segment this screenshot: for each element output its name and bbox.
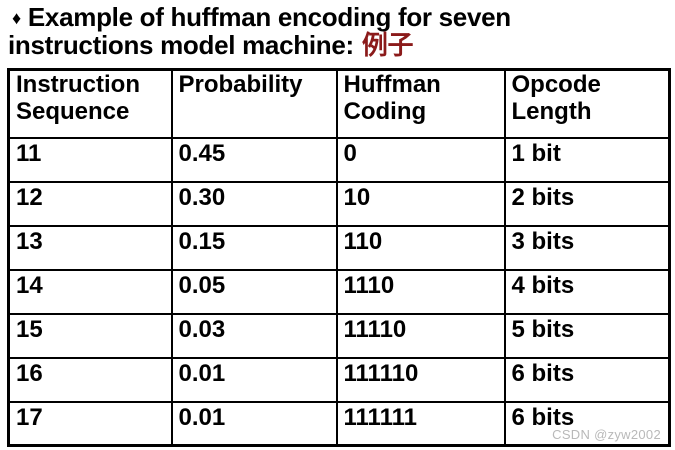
table-cell: 10 bbox=[335, 180, 506, 227]
table-row: 15 0.03 11110 5 bits bbox=[7, 312, 671, 359]
table-cell: 0.45 bbox=[170, 136, 338, 183]
table-cell: 15 bbox=[7, 312, 173, 359]
table-cell: 1 bit bbox=[503, 136, 671, 183]
table-row: 16 0.01 111110 6 bits bbox=[7, 356, 671, 403]
table-row: 11 0.45 0 1 bit bbox=[7, 136, 671, 183]
table-cell: 11 bbox=[7, 136, 173, 183]
table-cell: 6 bits bbox=[503, 356, 671, 403]
column-header: Opcode Length bbox=[503, 68, 671, 139]
table-cell: 0.01 bbox=[170, 400, 338, 447]
table-cell: 12 bbox=[7, 180, 173, 227]
title-line-2: instructions model machine: 例子 bbox=[8, 31, 668, 59]
table-cell: 0.05 bbox=[170, 268, 338, 315]
title-text-1: Example of huffman encoding for seven bbox=[27, 2, 511, 32]
table-cell: 5 bits bbox=[503, 312, 671, 359]
table-cell: 17 bbox=[7, 400, 173, 447]
table-cell: 0.03 bbox=[170, 312, 338, 359]
table-cell: 0.30 bbox=[170, 180, 338, 227]
table-cell: 14 bbox=[7, 268, 173, 315]
slide-title: ♦ Example of huffman encoding for seven i… bbox=[8, 3, 668, 59]
table-cell: 13 bbox=[7, 224, 173, 271]
table-cell: 6 bits bbox=[503, 400, 671, 447]
title-line-1: ♦ Example of huffman encoding for seven bbox=[8, 3, 668, 31]
table-cell: 1110 bbox=[335, 268, 506, 315]
column-header: Huffman Coding bbox=[335, 68, 506, 139]
table-header-row: Instruction Sequence Probability Huffman C… bbox=[7, 68, 671, 139]
table-cell: 110 bbox=[335, 224, 506, 271]
table-cell: 0.01 bbox=[170, 356, 338, 403]
table-row: 14 0.05 1110 4 bits bbox=[7, 268, 671, 315]
table-cell: 0 bbox=[335, 136, 506, 183]
table-cell: 3 bits bbox=[503, 224, 671, 271]
table-cell: 11110 bbox=[335, 312, 506, 359]
title-highlight-chinese: 例子 bbox=[361, 30, 414, 61]
title-text-2: instructions model machine: bbox=[8, 30, 354, 61]
table-row: 12 0.30 10 2 bits bbox=[7, 180, 671, 227]
csdn-watermark: CSDN @zyw2002 bbox=[552, 427, 661, 442]
table-cell: 111111 bbox=[335, 400, 506, 447]
table-cell: 2 bits bbox=[503, 180, 671, 227]
column-header: Instruction Sequence bbox=[7, 68, 173, 139]
table-row: 13 0.15 110 3 bits bbox=[7, 224, 671, 271]
table-cell: 4 bits bbox=[503, 268, 671, 315]
huffman-encoding-table: Instruction Sequence Probability Huffman C… bbox=[7, 68, 671, 447]
table-cell: 16 bbox=[7, 356, 173, 403]
diamond-bullet-icon: ♦ bbox=[12, 8, 21, 28]
table-cell: 111110 bbox=[335, 356, 506, 403]
column-header: Probability bbox=[170, 68, 338, 139]
table-cell: 0.15 bbox=[170, 224, 338, 271]
table-row: 17 0.01 111111 6 bits bbox=[7, 400, 671, 447]
table-body: 11 0.45 0 1 bit 12 0.30 10 2 bits 13 0.15 110 3 bit… bbox=[7, 136, 671, 447]
